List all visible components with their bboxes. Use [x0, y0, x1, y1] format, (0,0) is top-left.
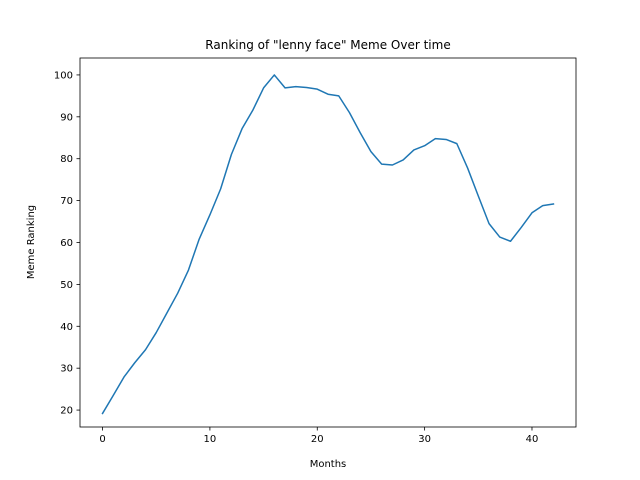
series-line-0 — [101, 74, 555, 415]
x-tick-label: 10 — [204, 434, 217, 445]
y-tick-label: 20 — [60, 406, 73, 417]
y-axis-title: Meme Ranking — [26, 205, 37, 279]
y-tick-label: 30 — [60, 364, 73, 375]
y-tick-label: 70 — [60, 196, 73, 207]
y-tick-label: 40 — [60, 322, 73, 333]
y-tick-label: 80 — [60, 154, 73, 165]
x-axis-title: Months — [310, 459, 347, 470]
plot-area: 0 10 20 30 40 20 30 40 50 60 70 80 90 100 — [54, 57, 577, 445]
x-tick-label: 40 — [526, 434, 539, 445]
y-tick-label: 90 — [60, 112, 73, 123]
y-tick-label: 100 — [54, 70, 73, 81]
x-tick-label: 20 — [311, 434, 324, 445]
y-tick-label: 50 — [60, 280, 73, 291]
y-tick-label: 60 — [60, 238, 73, 249]
x-tick-label: 30 — [418, 434, 431, 445]
x-tick-label: 0 — [99, 434, 105, 445]
chart-title: Ranking of "lenny face" Meme Over time — [205, 38, 450, 52]
